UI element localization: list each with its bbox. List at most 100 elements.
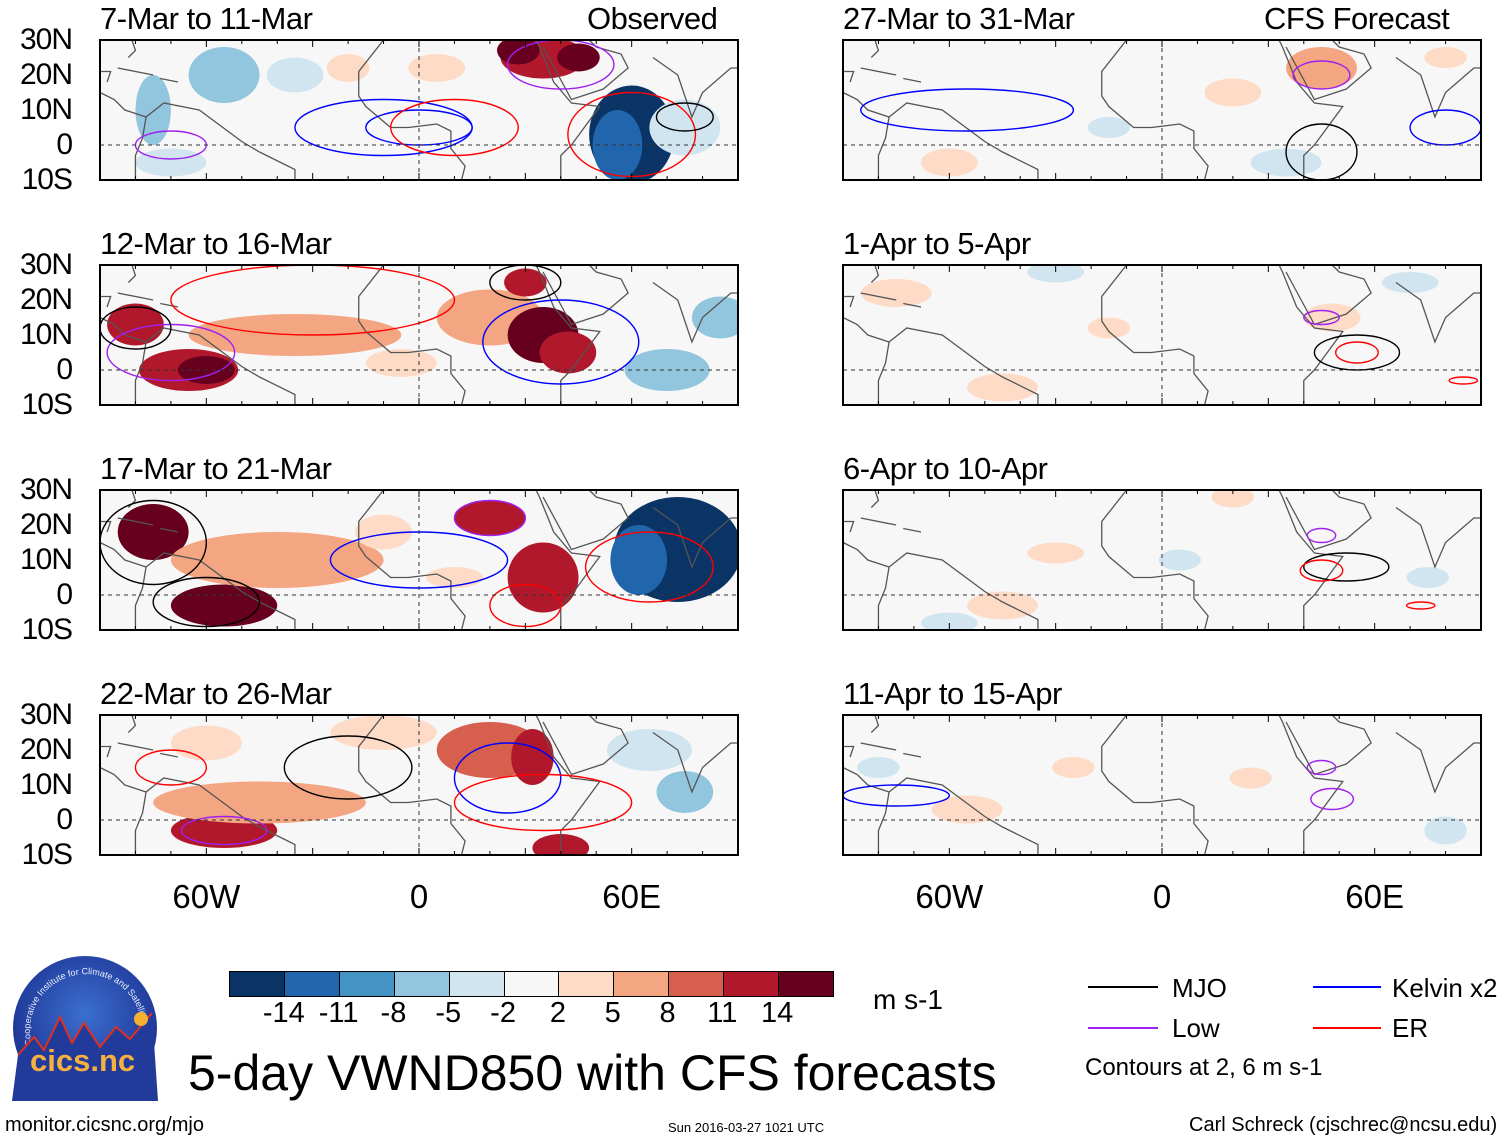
coastline (870, 265, 880, 283)
wave-contour (1285, 123, 1358, 180)
wind-anomaly-shading (606, 729, 692, 771)
wind-anomaly-shading (1381, 272, 1439, 293)
coastline (535, 265, 601, 405)
lat-label: 20N (19, 283, 73, 316)
colorbar-tick-label: 11 (707, 997, 738, 1029)
wave-contour (860, 88, 1075, 132)
legend-label-mjo: MJO (1172, 973, 1227, 1003)
coastline (903, 752, 922, 758)
wave-contour (453, 773, 633, 832)
coastline (843, 766, 890, 793)
coastline (877, 102, 1039, 180)
legend-label-low: Low (1172, 1013, 1220, 1043)
coastline (843, 316, 890, 343)
lon-label: 60W (172, 878, 241, 915)
coastline (100, 91, 147, 118)
lat-label: 30N (19, 248, 73, 281)
panel-title: 27-Mar to 31-Mar (843, 1, 1075, 36)
wind-anomaly-shading (624, 349, 710, 391)
wind-anomaly-shading (504, 268, 547, 297)
author-credit[interactable]: Carl Schreck (cjschrec@ncsu.edu) (1189, 1114, 1498, 1136)
coastline (1278, 265, 1344, 405)
panel-title: 22-Mar to 26-Mar (100, 676, 332, 711)
wave-contour (1405, 601, 1436, 610)
lat-label: 30N (19, 23, 73, 56)
map-frame (99, 714, 739, 856)
wind-anomaly-shading (135, 148, 207, 177)
colorbar-swatch (394, 972, 450, 996)
lat-label: 10N (19, 318, 73, 351)
wind-anomaly-shading (691, 296, 738, 339)
coastline (100, 745, 112, 758)
wave-contour (100, 499, 208, 586)
coastline (1285, 490, 1372, 551)
wind-anomaly-shading (170, 584, 278, 627)
coastline (903, 302, 922, 308)
lat-label: 0 (56, 578, 73, 611)
lat-label: 10N (19, 543, 73, 576)
wind-anomaly-shading (967, 591, 1038, 620)
cfs-forecast-header: CFS Forecast (1264, 1, 1450, 36)
coastline (860, 67, 897, 76)
coastline (843, 295, 855, 308)
coastline (1278, 40, 1344, 180)
coastline (870, 715, 880, 733)
map-frame (842, 489, 1482, 631)
wind-anomaly-shading (135, 75, 171, 145)
coastline (1278, 715, 1344, 855)
wind-anomaly-shading (1087, 117, 1131, 138)
coastline (160, 752, 179, 758)
wind-anomaly-shading (1229, 767, 1272, 789)
coastline (903, 77, 922, 83)
wind-anomaly-shading (860, 279, 932, 307)
lon-label: 60E (602, 878, 662, 915)
coastline (134, 327, 296, 405)
source-url[interactable]: monitor.cicsnc.org/mjo (5, 1114, 204, 1136)
map-frame (99, 264, 739, 406)
map-panel-observed-2 (99, 264, 739, 406)
colorbar-swatch (779, 972, 833, 996)
coastline (877, 777, 1039, 855)
wave-contour (453, 742, 562, 814)
coastline (542, 40, 629, 101)
coastline (843, 541, 890, 568)
colorbar-swatch (669, 972, 725, 996)
coastline (1140, 715, 1199, 716)
map-panel-forecast-1 (842, 39, 1482, 181)
coastline (1285, 715, 1372, 776)
coastline (100, 295, 112, 308)
wind-anomaly-shading (656, 771, 714, 813)
wind-anomaly-shading (1424, 816, 1467, 845)
coastline (134, 102, 296, 180)
lat-label: 10S (21, 838, 73, 871)
panel-title: 1-Apr to 5-Apr (843, 226, 1031, 261)
wind-anomaly-shading (539, 331, 597, 374)
wave-contour (1292, 60, 1351, 90)
coastline (652, 731, 738, 794)
wind-anomaly-shading (649, 99, 721, 156)
contour-note: Contours at 2, 6 m s-1 (1085, 1054, 1323, 1081)
coastline (117, 292, 154, 301)
legend-label-er: ER (1392, 1013, 1429, 1043)
coastline (358, 490, 466, 630)
wave-contour (134, 749, 208, 786)
colorbar-swatch (284, 972, 340, 996)
wind-anomaly-shading (170, 725, 242, 761)
colorbar-tick-label: 2 (549, 997, 566, 1029)
coastline (117, 742, 154, 751)
coastline (397, 715, 456, 716)
coastline (100, 541, 147, 568)
coastline (903, 527, 922, 533)
lat-label: 30N (19, 473, 73, 506)
map-frame (842, 714, 1482, 856)
wave-contour (170, 265, 456, 336)
coastline (877, 552, 1039, 630)
colorbar-tick-label: -14 (262, 997, 305, 1029)
panel-title: 12-Mar to 16-Mar (100, 226, 332, 261)
coastline (542, 715, 629, 776)
wind-anomaly-shading (1027, 542, 1085, 564)
coastline (1140, 40, 1199, 41)
wave-contour (1299, 559, 1344, 582)
lon-label: 60W (915, 878, 984, 915)
wind-anomaly-shading (117, 504, 189, 560)
